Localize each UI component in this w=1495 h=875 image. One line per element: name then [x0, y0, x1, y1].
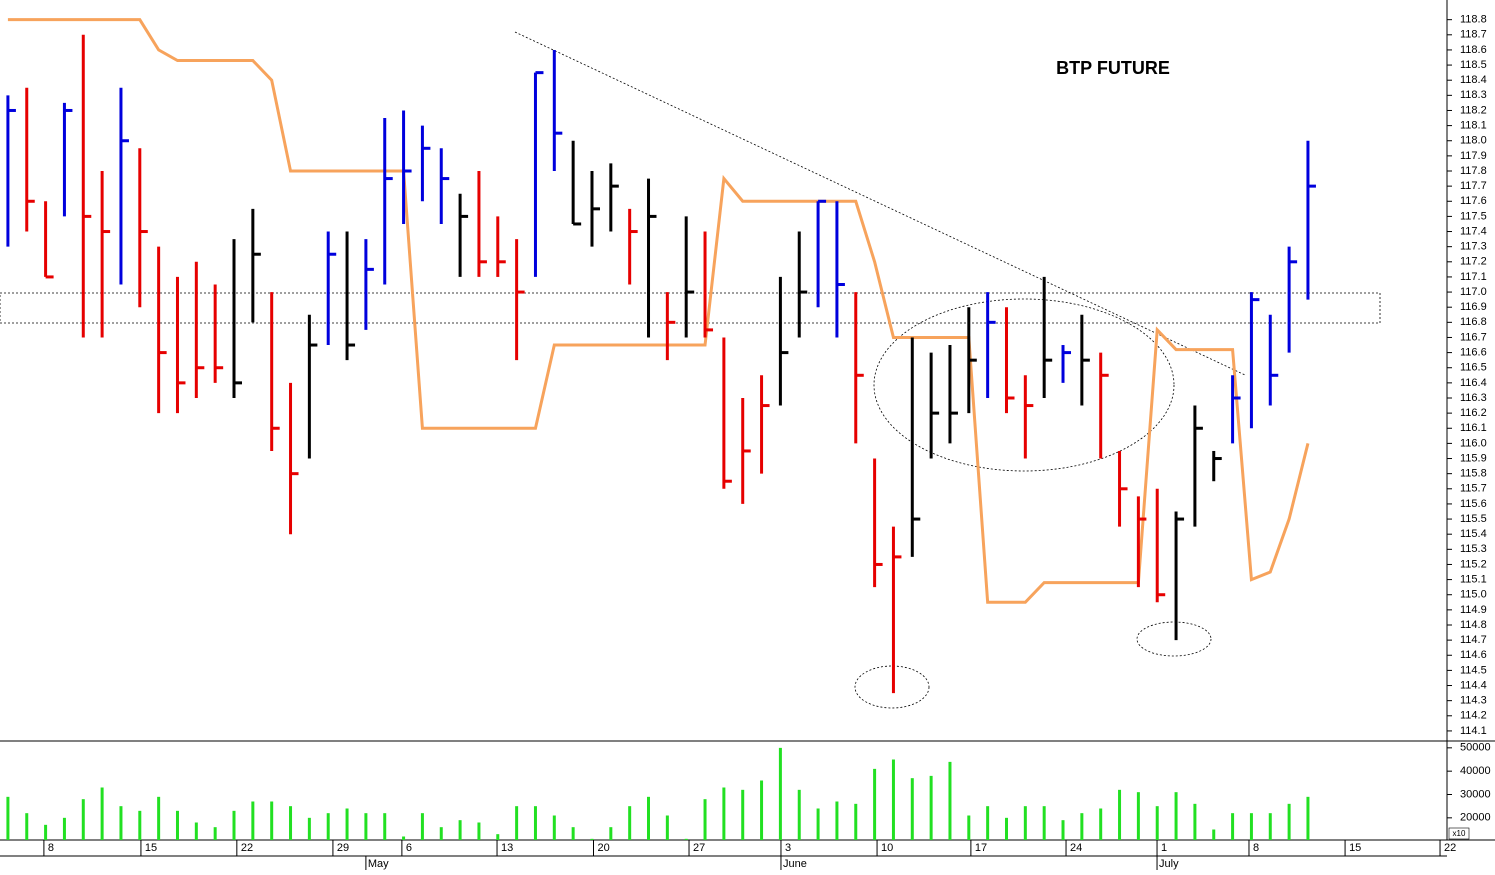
y-tick-label: 116.4 — [1460, 377, 1487, 389]
overlay-line — [7, 18, 1310, 604]
y-tick-label: 117.2 — [1460, 256, 1487, 268]
x-tick-label: 10 — [881, 842, 893, 854]
y-tick-label: 118.5 — [1460, 59, 1487, 71]
trend-line — [514, 31, 1246, 376]
y-tick-label: 116.6 — [1460, 347, 1487, 359]
y-tick-label: 118.6 — [1460, 44, 1487, 56]
y-tick-label: 116.1 — [1460, 422, 1487, 434]
y-tick-label: 118.3 — [1460, 89, 1487, 101]
y-tick-label: 115.2 — [1460, 558, 1487, 570]
month-label: June — [783, 858, 807, 870]
y-tick-label: 117.5 — [1460, 210, 1487, 222]
y-tick-label: 118.0 — [1460, 135, 1487, 147]
month-label: July — [1159, 858, 1179, 870]
x-tick-label: 22 — [241, 842, 253, 854]
y-tick-label: 115.7 — [1460, 483, 1487, 495]
y-tick-label: 114.7 — [1460, 634, 1487, 646]
volume-tick-label: 40000 — [1460, 765, 1491, 777]
y-tick-label: 114.8 — [1460, 619, 1487, 631]
y-tick-label: 115.1 — [1460, 573, 1487, 585]
y-tick-label: 117.9 — [1460, 150, 1487, 162]
x-tick-label: 15 — [1349, 842, 1361, 854]
y-tick-label: 118.7 — [1460, 29, 1487, 41]
x-tick-label: 13 — [501, 842, 513, 854]
y-tick-label: 115.3 — [1460, 543, 1487, 555]
x-tick-label: 27 — [693, 842, 705, 854]
x-tick-label: 8 — [1253, 842, 1259, 854]
y-tick-label: 116.7 — [1460, 331, 1487, 343]
y-tick-label: 116.8 — [1460, 316, 1487, 328]
y-tick-label: 114.1 — [1460, 725, 1487, 737]
y-tick-label: 118.1 — [1460, 120, 1487, 132]
y-tick-label: 115.0 — [1460, 589, 1487, 601]
y-tick-label: 117.0 — [1460, 286, 1487, 298]
y-tick-label: 115.6 — [1460, 498, 1487, 510]
y-tick-label: 118.8 — [1460, 14, 1487, 26]
y-tick-label: 116.9 — [1460, 301, 1487, 313]
y-tick-label: 114.4 — [1460, 679, 1487, 691]
unit-box — [1448, 827, 1470, 840]
y-tick-label: 117.1 — [1460, 271, 1487, 283]
volume-unit-label: x10 — [1453, 829, 1466, 838]
x-tick-label: 22 — [1444, 842, 1456, 854]
volume-tick-label: 30000 — [1460, 788, 1491, 800]
x-tick-label: 6 — [406, 842, 412, 854]
y-tick-label: 117.4 — [1460, 225, 1487, 237]
y-tick-label: 116.5 — [1460, 362, 1487, 374]
y-tick-label: 117.8 — [1460, 165, 1487, 177]
y-tick-label: 117.3 — [1460, 241, 1487, 253]
x-tick-label: 24 — [1070, 842, 1082, 854]
month-label: May — [368, 858, 389, 870]
y-tick-label: 115.9 — [1460, 452, 1487, 464]
y-tick-label: 117.6 — [1460, 195, 1487, 207]
highlight-ellipse — [854, 665, 930, 709]
y-tick-label: 115.5 — [1460, 513, 1487, 525]
y-tick-label: 116.2 — [1460, 407, 1487, 419]
volume-tick-label: 50000 — [1460, 742, 1491, 754]
x-tick-label: 3 — [785, 842, 791, 854]
x-tick-label: 8 — [48, 842, 54, 854]
y-tick-label: 114.3 — [1460, 695, 1487, 707]
x-tick-label: 17 — [975, 842, 987, 854]
y-tick-label: 115.4 — [1460, 528, 1487, 540]
x-tick-label: 15 — [145, 842, 157, 854]
x-tick-label: 20 — [597, 842, 609, 854]
y-tick-label: 117.7 — [1460, 180, 1487, 192]
x-tick-label: 29 — [337, 842, 349, 854]
y-tick-label: 116.0 — [1460, 437, 1487, 449]
y-tick-label: 114.6 — [1460, 649, 1487, 661]
chart-title: BTP FUTURE — [1056, 58, 1170, 78]
y-tick-label: 118.4 — [1460, 74, 1487, 86]
y-tick-label: 116.3 — [1460, 392, 1487, 404]
y-tick-label: 114.2 — [1460, 710, 1487, 722]
y-tick-label: 118.2 — [1460, 104, 1487, 116]
highlight-ellipse — [873, 298, 1175, 472]
x-tick-label: 1 — [1161, 842, 1167, 854]
highlight-ellipse — [1136, 621, 1212, 657]
y-tick-label: 114.9 — [1460, 604, 1487, 616]
y-tick-label: 115.8 — [1460, 468, 1487, 480]
volume-tick-label: 20000 — [1460, 812, 1491, 824]
y-tick-label: 114.5 — [1460, 664, 1487, 676]
